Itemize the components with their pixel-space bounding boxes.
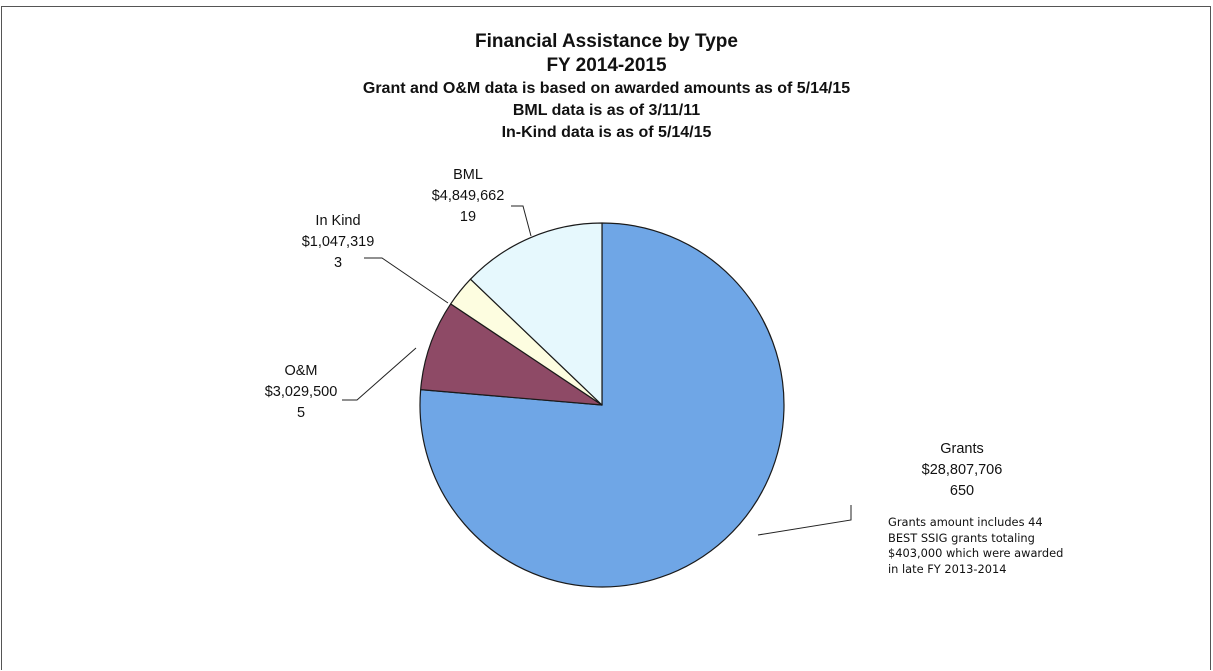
slice-label: In Kind	[315, 213, 360, 229]
pie-slice-o-m	[420, 303, 603, 406]
slice-amount: $3,029,500	[265, 384, 338, 400]
slice-count: 650	[950, 483, 974, 499]
leader-line-bml	[511, 205, 532, 237]
chart-subtitle-fy: FY 2014-2015	[546, 55, 667, 76]
chart-title: Financial Assistance by Type	[475, 31, 738, 52]
pie-slice-bml	[469, 222, 603, 406]
grants-footnote-line: $403,000 which were awarded	[888, 546, 1064, 560]
slice-amount: $28,807,706	[922, 462, 1003, 478]
slice-label: Grants	[940, 441, 984, 457]
leader-line-grants	[757, 505, 852, 536]
chart-note-bml: BML data is as of 3/11/11	[512, 102, 701, 119]
grants-footnote-line: Grants amount includes 44	[888, 515, 1043, 529]
grants-footnote-line: BEST SSIG grants totaling	[888, 530, 1035, 545]
grants-footnote-line: in late FY 2013-2014	[888, 561, 1007, 576]
chart-frame	[1, 6, 1211, 670]
pie-slice-grants	[419, 222, 785, 588]
slice-count: 19	[460, 209, 476, 225]
leader-line-in-kind	[364, 257, 449, 304]
leader-line-o-m	[342, 347, 417, 401]
grants-footnote: Grants amount includes 44 BEST SSIG gran…	[888, 515, 1108, 577]
slice-amount: $4,849,662	[432, 188, 505, 204]
slice-amount: $1,047,319	[302, 234, 375, 250]
chart-note-inkind: In-Kind data is as of 5/14/15	[501, 124, 712, 141]
slice-label: BML	[453, 167, 483, 183]
slice-count: 3	[334, 255, 342, 271]
chart-note-grant-om: Grant and O&M data is based on awarded a…	[362, 80, 851, 97]
slice-label: O&M	[284, 363, 317, 379]
slice-count: 5	[297, 405, 305, 421]
chart-title-block: Financial Assistance by Type FY 2014-201…	[0, 30, 1213, 144]
